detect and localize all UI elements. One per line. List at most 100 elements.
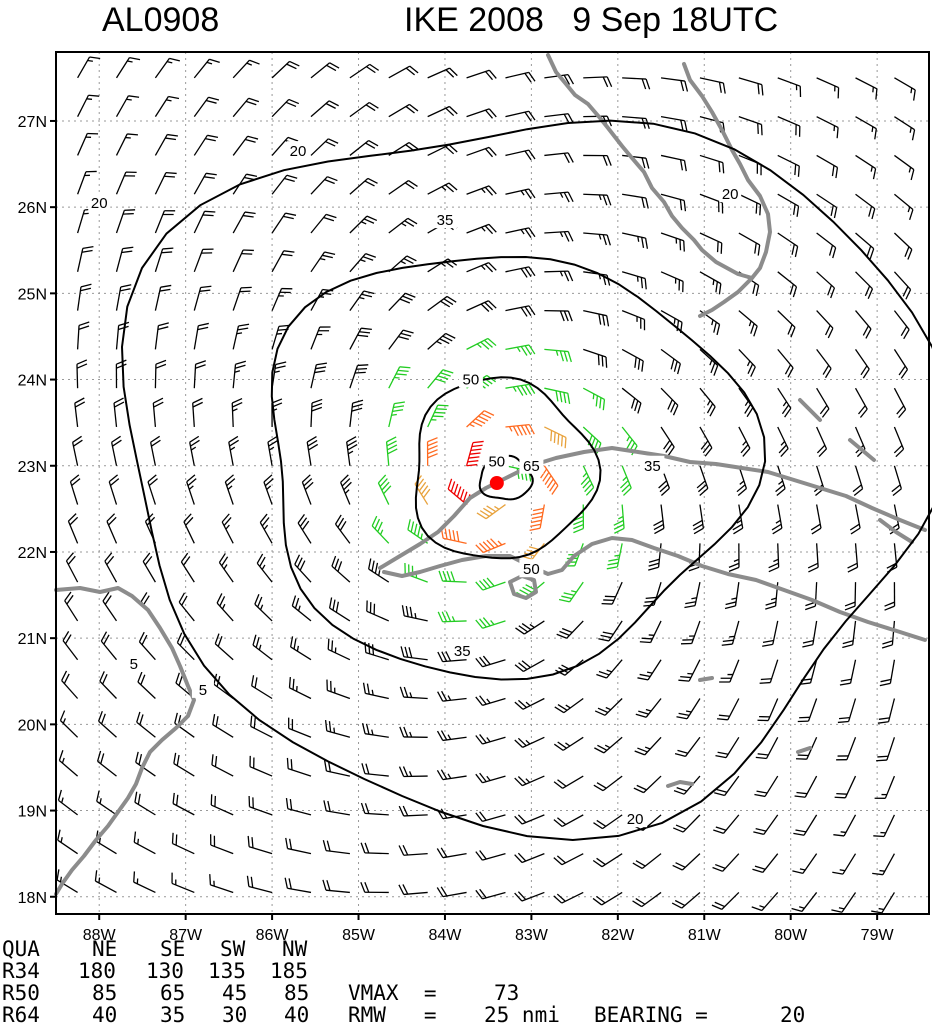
- wind-barb: [475, 772, 506, 784]
- wind-barb: [592, 853, 623, 868]
- wind-barb: [180, 552, 195, 583]
- wind-barb: [855, 154, 877, 180]
- wind-barb: [849, 504, 861, 535]
- wind-barb: [362, 682, 389, 700]
- wind-barb: [505, 227, 536, 239]
- wind-barb: [361, 723, 389, 738]
- wind-barb: [427, 404, 449, 428]
- wind-barb: [777, 310, 796, 338]
- lat-tick-label: 23N: [18, 459, 47, 476]
- cell-sw: 30: [222, 1003, 247, 1025]
- wind-barb: [267, 435, 279, 466]
- wind-barb: [249, 755, 273, 777]
- lon-tick-label: 87W: [169, 927, 203, 944]
- wind-barb: [115, 246, 134, 272]
- wind-barb: [251, 675, 273, 700]
- wind-barb: [310, 62, 340, 79]
- wind-barb: [544, 191, 574, 203]
- wind-barb: [310, 251, 336, 273]
- wind-barb: [154, 247, 174, 273]
- wind-barb: [635, 698, 662, 718]
- wind-barb: [660, 116, 688, 132]
- wind-barb: [893, 310, 910, 340]
- wind-barb: [310, 326, 331, 350]
- wind-barb: [593, 775, 623, 792]
- wind-barb: [340, 474, 352, 505]
- wind-barb: [794, 775, 818, 798]
- wind-barb: [855, 116, 877, 140]
- wind-barb: [349, 399, 364, 428]
- wind-barb: [310, 176, 338, 195]
- wind-barb: [323, 760, 351, 777]
- wind-barb: [57, 829, 78, 855]
- wind-barb: [59, 710, 79, 738]
- wind-barb: [466, 108, 497, 119]
- wind-barb: [65, 552, 79, 583]
- wind-barb: [58, 750, 79, 777]
- wind-barb: [724, 582, 740, 610]
- wind-barb: [77, 94, 100, 117]
- wind-barb: [218, 553, 234, 583]
- wind-barb: [660, 193, 687, 212]
- wind-barb: [777, 154, 800, 177]
- contour-label: 20: [627, 811, 644, 828]
- wind-barb: [672, 853, 701, 871]
- wind-barb: [310, 362, 328, 389]
- wind-barb: [622, 232, 649, 249]
- wind-barb: [752, 853, 779, 874]
- wind-barb: [751, 892, 779, 912]
- wind-barb: [110, 435, 122, 466]
- wind-barb: [57, 789, 79, 816]
- row-label: R64: [2, 1003, 40, 1025]
- lon-tick-label: 85W: [342, 927, 376, 944]
- wind-barb: [106, 513, 118, 544]
- wind-barb: [777, 116, 801, 137]
- wind-barb: [674, 736, 701, 758]
- wind-barb: [807, 543, 819, 573]
- wind-barb: [150, 435, 161, 466]
- wind-barb: [505, 188, 536, 200]
- storm-stats: VMAX = 73 RMW = 25 nmi BEARING = 20: [348, 981, 805, 1025]
- lat-tick-label: 19N: [18, 804, 47, 821]
- wind-barb: [816, 193, 838, 219]
- wind-barb: [540, 465, 559, 495]
- wind-barb: [436, 730, 467, 742]
- vmax-label: VMAX =: [348, 981, 437, 1005]
- wind-barb: [290, 636, 312, 661]
- wind-barb: [368, 558, 390, 583]
- wind-barb: [816, 232, 837, 259]
- wind-barb: [768, 543, 780, 573]
- wind-barb: [475, 577, 506, 591]
- wind-barb: [699, 193, 724, 214]
- wind-barb: [816, 348, 832, 379]
- row-label: R50: [2, 981, 40, 1005]
- wind-barb: [738, 193, 762, 216]
- wind-barb: [193, 96, 220, 118]
- wind-barb: [232, 249, 254, 273]
- wind-barb: [192, 397, 203, 428]
- wind-barb: [855, 77, 878, 100]
- wind-barb: [692, 504, 705, 535]
- wind-barb: [193, 134, 219, 156]
- wind-barb: [676, 698, 701, 720]
- wind-barb: [653, 504, 665, 535]
- contour-label: 20: [91, 195, 108, 212]
- wind-barb: [678, 659, 701, 682]
- wind-barb: [505, 71, 536, 83]
- wind-barb: [301, 474, 314, 505]
- lon-tick-label: 82W: [601, 927, 635, 944]
- wind-barb: [514, 814, 545, 825]
- wind-barb: [366, 600, 390, 622]
- wind-barb: [893, 232, 913, 260]
- wind-barb: [553, 891, 584, 904]
- wind-barb: [831, 892, 857, 913]
- wind-barb: [133, 831, 156, 855]
- wind-barb: [699, 387, 716, 417]
- wind-barb: [755, 736, 779, 760]
- wind-barb: [56, 869, 78, 894]
- lat-tick-label: 20N: [18, 717, 47, 734]
- lon-tick-label: 84W: [429, 927, 463, 944]
- wind-barb: [310, 398, 323, 427]
- wind-barb: [427, 182, 458, 195]
- wind-barb: [388, 65, 419, 79]
